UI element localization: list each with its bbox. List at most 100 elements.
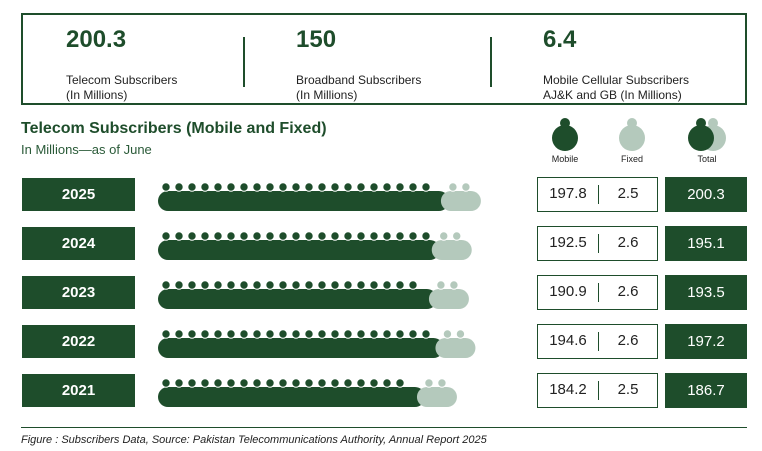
mobile-person-head (226, 182, 236, 192)
mobile-person-head (382, 280, 392, 290)
mobile-person-head (317, 329, 327, 339)
mobile-fixed-values: 197.8 2.5 (537, 177, 658, 212)
total-value: 197.2 (665, 324, 747, 359)
mobile-person-head (421, 329, 431, 339)
stat-broadband-value: 150 (296, 26, 337, 53)
mobile-person-head (382, 378, 392, 388)
mobile-person-head (239, 280, 249, 290)
mobile-person-head (291, 280, 301, 290)
stat-mobile-ajk-gb-value: 6.4 (543, 26, 577, 53)
mobile-person-head (187, 231, 197, 241)
fixed-person-head (424, 378, 434, 388)
mobile-person-head (200, 231, 210, 241)
legend-mobile-label: Mobile (551, 154, 579, 164)
fixed-bar (435, 338, 476, 358)
mobile-person-head (395, 378, 405, 388)
mobile-bar (158, 289, 437, 309)
mobile-person-head (239, 231, 249, 241)
fixed-person-head (439, 231, 449, 241)
mobile-person-head (278, 231, 288, 241)
fixed-person-icon (619, 118, 645, 151)
mobile-person-head (408, 231, 418, 241)
mobile-person-head (239, 378, 249, 388)
bar-row (158, 378, 457, 407)
mobile-person-head (408, 182, 418, 192)
stat-telecom: 200.3 Telecom Subscribers (In Millions) (66, 25, 177, 103)
mobile-fixed-values: 194.6 2.6 (537, 324, 658, 359)
mobile-value: 192.5 (549, 234, 587, 251)
mobile-person-head (382, 329, 392, 339)
stat-telecom-label: Telecom Subscribers (In Millions) (66, 73, 178, 102)
fixed-bar (428, 289, 469, 309)
mobile-person-head (369, 182, 379, 192)
mobile-person-head (317, 280, 327, 290)
mobile-person-head (369, 378, 379, 388)
mobile-bar (158, 387, 425, 407)
mobile-person-head (304, 182, 314, 192)
mobile-person-head (161, 280, 171, 290)
stat-divider (243, 37, 245, 87)
bar-row (158, 329, 476, 358)
mobile-person-head (226, 329, 236, 339)
mobile-person-head (395, 182, 405, 192)
mobile-person-head (187, 280, 197, 290)
mobile-person-head (330, 182, 340, 192)
fixed-person-head (455, 329, 466, 339)
stat-telecom-value: 200.3 (66, 26, 127, 53)
mobile-person-head (343, 280, 353, 290)
mobile-person-head (278, 280, 288, 290)
mobile-person-head (213, 378, 223, 388)
mobile-person-head (369, 231, 379, 241)
mobile-person-head (200, 182, 210, 192)
value-separator (598, 381, 599, 400)
footer-divider (21, 427, 747, 428)
mobile-person-head (213, 280, 223, 290)
legend-total-label: Total (697, 154, 717, 164)
mobile-person-head (174, 329, 184, 339)
mobile-person-head (343, 378, 353, 388)
fixed-value: 2.5 (617, 381, 639, 398)
year-label: 2023 (22, 276, 135, 309)
fixed-person-head (449, 280, 459, 290)
mobile-person-head (330, 329, 340, 339)
mobile-bar (158, 338, 444, 358)
mobile-person-head (226, 280, 236, 290)
bar-row (158, 182, 481, 211)
mobile-person-head (408, 329, 418, 339)
mobile-fixed-values: 192.5 2.6 (537, 226, 658, 261)
value-separator (598, 185, 599, 204)
year-label: 2025 (22, 178, 135, 211)
mobile-person-head (226, 378, 236, 388)
year-label: 2021 (22, 374, 135, 407)
mobile-person-head (408, 280, 418, 290)
total-value: 186.7 (665, 373, 747, 408)
mobile-person-icon (552, 118, 578, 151)
mobile-person-head (226, 231, 236, 241)
mobile-bar (158, 191, 449, 211)
mobile-person-head (200, 329, 210, 339)
chart-title: Telecom Subscribers (Mobile and Fixed) (21, 120, 327, 137)
fixed-value: 2.6 (617, 332, 639, 349)
fixed-person-head (436, 280, 446, 290)
mobile-person-head (356, 378, 366, 388)
mobile-person-head (174, 378, 184, 388)
mobile-person-head (356, 182, 366, 192)
mobile-person-head (291, 182, 301, 192)
mobile-person-head (213, 182, 223, 192)
mobile-person-head (330, 280, 340, 290)
mobile-person-head (317, 182, 327, 192)
mobile-value: 197.8 (549, 185, 587, 202)
mobile-person-head (161, 231, 171, 241)
mobile-person-head (252, 231, 262, 241)
fixed-person-head (452, 231, 462, 241)
mobile-person-head (187, 329, 197, 339)
mobile-person-head (213, 231, 223, 241)
mobile-person-head (161, 378, 171, 388)
mobile-person-head (356, 231, 366, 241)
mobile-person-head (395, 231, 405, 241)
mobile-person-head (265, 378, 275, 388)
mobile-person-head (200, 378, 210, 388)
mobile-person-head (265, 182, 275, 192)
mobile-person-head (265, 280, 275, 290)
value-separator (598, 234, 599, 253)
